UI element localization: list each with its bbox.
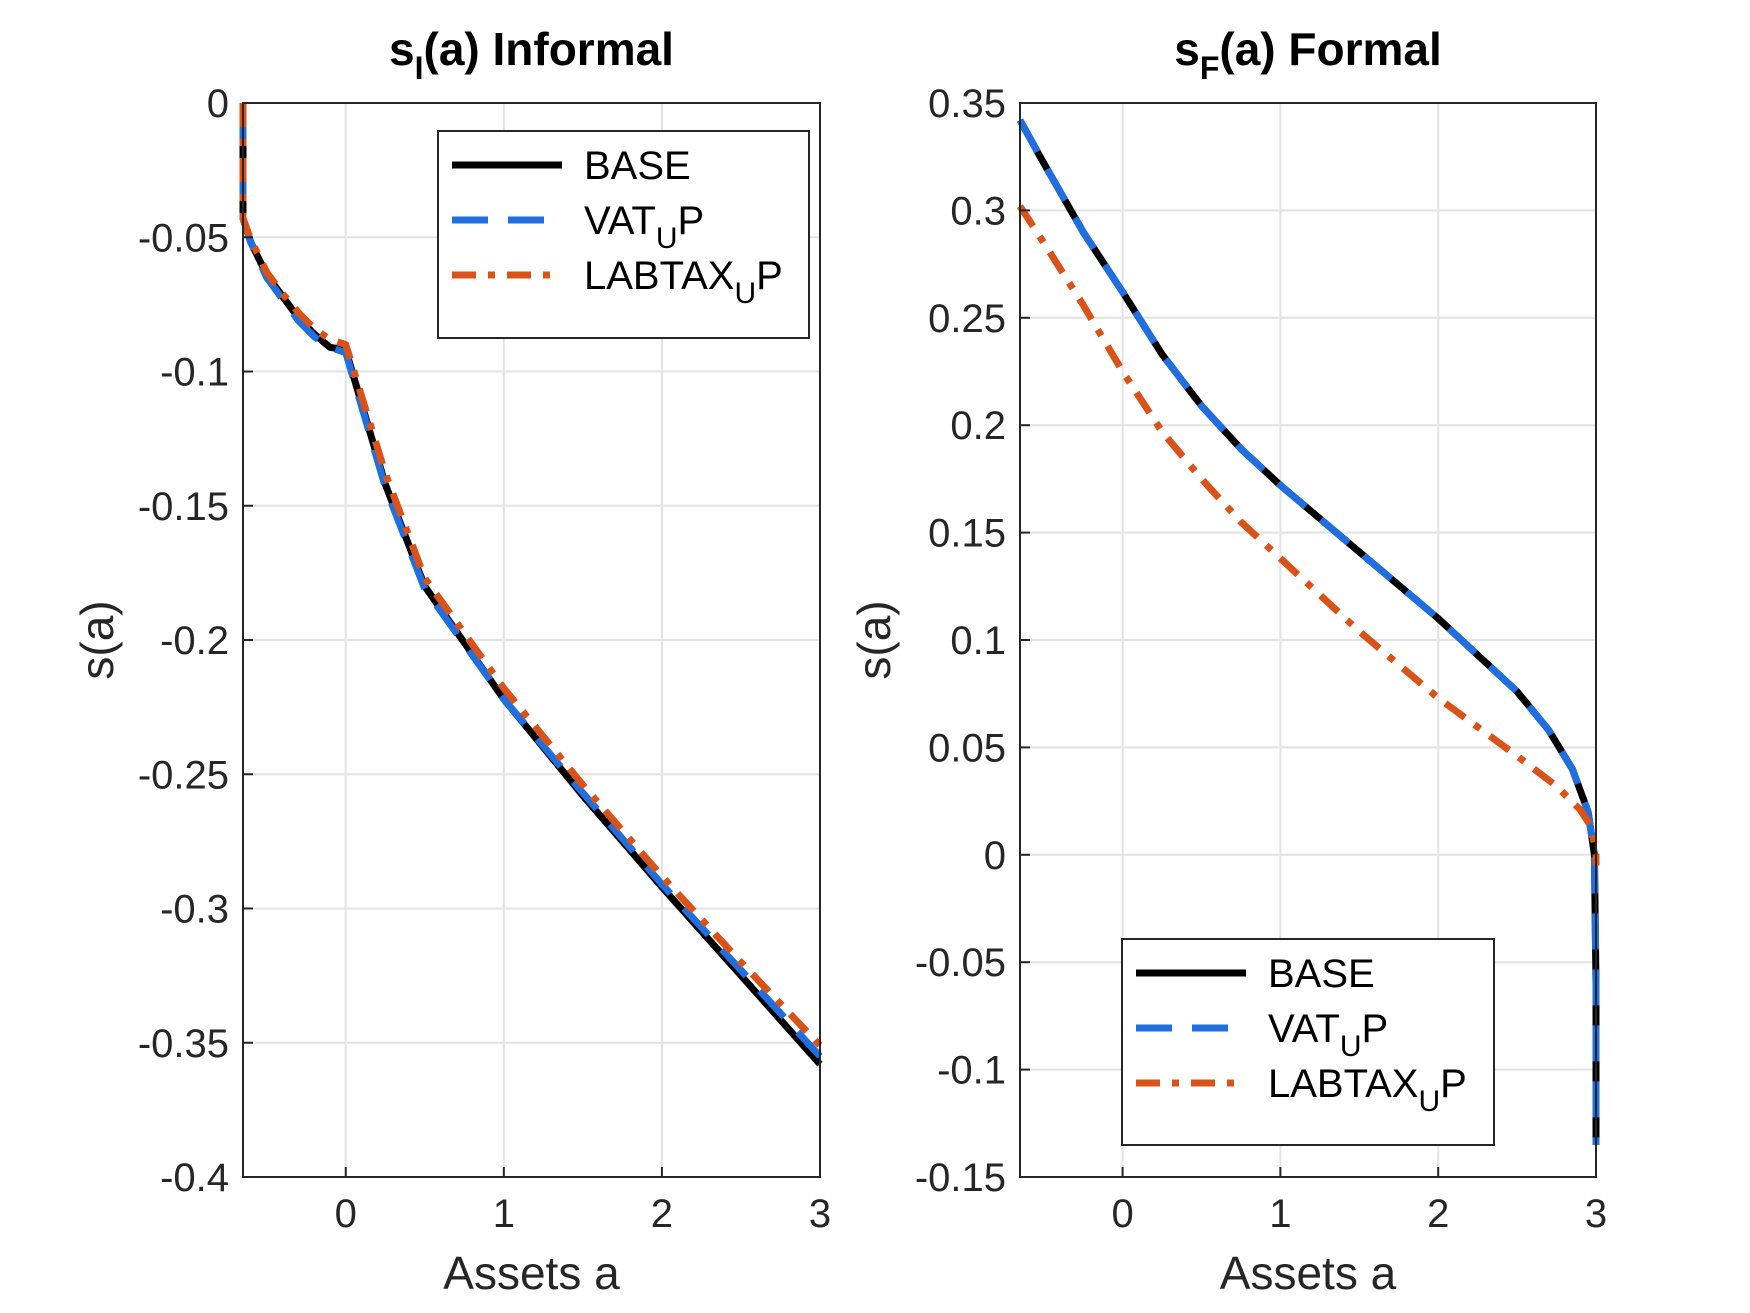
y-tick-label: -0.1 <box>937 1049 1006 1093</box>
y-tick-label: -0.05 <box>915 941 1006 985</box>
panel-informal: 0 1 2 3 0 -0.05 -0.1 -0.15 -0.2 -0.25 -0.3 -0.35 -0.… <box>71 23 831 1299</box>
chart-title-informal: sI(a) Informal <box>389 23 674 86</box>
x-tick-label: 1 <box>493 1192 515 1236</box>
y-tick-label: 0 <box>984 834 1006 878</box>
legend-label-labtaxup: LABTAXUP <box>1268 1062 1467 1118</box>
legend-label-base: BASE <box>1268 952 1375 996</box>
x-axis-label-formal: Assets a <box>1220 1247 1397 1299</box>
y-tick-label: 0 <box>207 82 229 126</box>
panel-formal: 0 1 2 3 0.35 0.3 0.25 0.2 0.15 0.1 0.05 0 -0.05 -0.1 -… <box>848 23 1607 1299</box>
x-tick-label: 2 <box>651 1192 673 1236</box>
y-tick-label: -0.1 <box>160 351 229 395</box>
y-tick-label: 0.15 <box>928 512 1006 556</box>
y-tick-label: 0.2 <box>950 404 1006 448</box>
x-axis-label-informal: Assets a <box>443 1247 620 1299</box>
x-tick-label: 0 <box>335 1192 357 1236</box>
y-tick-label: -0.15 <box>138 485 229 529</box>
y-axis-label-formal: s(a) <box>848 600 900 679</box>
series-line-vatup <box>239 103 823 1059</box>
y-tick-label: -0.15 <box>915 1156 1006 1200</box>
series-group-informal <box>239 103 823 1067</box>
x-tick-label: 1 <box>1269 1192 1291 1236</box>
y-tick-label: -0.2 <box>160 619 229 663</box>
x-tick-label: 3 <box>809 1192 831 1236</box>
x-tick-label: 2 <box>1427 1192 1449 1236</box>
legend-label-vatup: VATUP <box>1268 1007 1388 1063</box>
series-line-labtaxup <box>1017 204 1600 866</box>
ticks-informal: 0 1 2 3 0 -0.05 -0.1 -0.15 -0.2 -0.25 -0.3 -0.35 -0.… <box>138 82 831 1236</box>
chart-title-formal: sF(a) Formal <box>1174 23 1442 86</box>
legend-label-base: BASE <box>584 144 691 188</box>
x-tick-label: 0 <box>1111 1192 1133 1236</box>
y-tick-label: 0.3 <box>950 189 1006 233</box>
y-tick-label: -0.05 <box>138 216 229 260</box>
y-tick-label: -0.4 <box>160 1156 229 1200</box>
y-tick-label: -0.3 <box>160 888 229 932</box>
legend-label-labtaxup: LABTAXUP <box>584 254 783 310</box>
legend-label-vatup: VATUP <box>584 199 704 255</box>
y-tick-label: 0.05 <box>928 726 1006 770</box>
y-tick-label: -0.25 <box>138 753 229 797</box>
series-line-labtaxup <box>239 103 823 1048</box>
y-tick-label: -0.35 <box>138 1022 229 1066</box>
x-tick-label: 3 <box>1585 1192 1607 1236</box>
series-group-formal <box>1016 118 1600 1145</box>
y-tick-label: 0.1 <box>950 619 1006 663</box>
ticks-formal: 0 1 2 3 0.35 0.3 0.25 0.2 0.15 0.1 0.05 0 -0.05 -0.1 -… <box>915 82 1607 1236</box>
series-line-vatup <box>1016 118 1600 1145</box>
y-tick-label: 0.25 <box>928 297 1006 341</box>
y-tick-label: 0.35 <box>928 82 1006 126</box>
y-axis-label-informal: s(a) <box>71 600 123 679</box>
